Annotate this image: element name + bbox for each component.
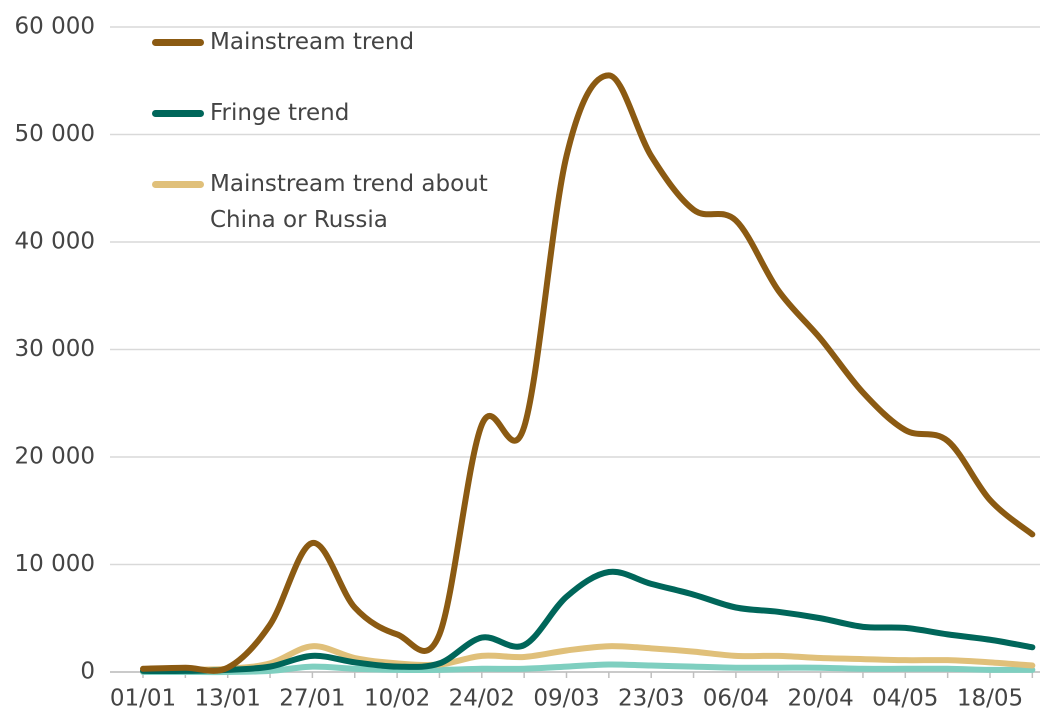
y-tick-label: 10 000 [15, 551, 95, 577]
legend-swatch [152, 110, 204, 117]
x-tick-label: 23/03 [618, 686, 684, 712]
legend-swatch [152, 39, 204, 46]
legend-swatch [152, 181, 204, 188]
x-tick-label: 10/02 [364, 686, 430, 712]
y-tick-label: 0 [80, 659, 95, 685]
series-line [140, 643, 1036, 674]
legend-label: Mainstream trend about China or Russia [210, 171, 488, 233]
series-line [140, 661, 1036, 676]
series-line [140, 568, 1036, 675]
x-tick-label: 01/01 [110, 686, 176, 712]
x-tick-label: 04/05 [872, 686, 938, 712]
x-tick-label: 18/05 [957, 686, 1023, 712]
y-tick-label: 50 000 [15, 121, 95, 147]
legend-item: Mainstream trend about China or Russia [152, 166, 492, 238]
x-tick-label: 20/04 [787, 686, 853, 712]
legend-label: Mainstream trend [210, 29, 415, 55]
legend-label: Fringe trend [210, 100, 350, 126]
y-tick-label: 20 000 [15, 444, 95, 470]
x-tick-label: 27/01 [279, 686, 345, 712]
x-tick-label: 24/02 [449, 686, 515, 712]
y-tick-label: 60 000 [15, 14, 95, 40]
legend-item: Mainstream trend [152, 24, 492, 60]
x-tick-label: 13/01 [195, 686, 261, 712]
series-line [140, 72, 1036, 674]
x-tick-label: 06/04 [703, 686, 769, 712]
legend: Mainstream trend Fringe trend Mainstream t… [152, 24, 492, 273]
x-tick-label: 09/03 [533, 686, 599, 712]
y-tick-label: 40 000 [15, 229, 95, 255]
legend-item: Fringe trend [152, 95, 492, 131]
y-tick-label: 30 000 [15, 336, 95, 362]
